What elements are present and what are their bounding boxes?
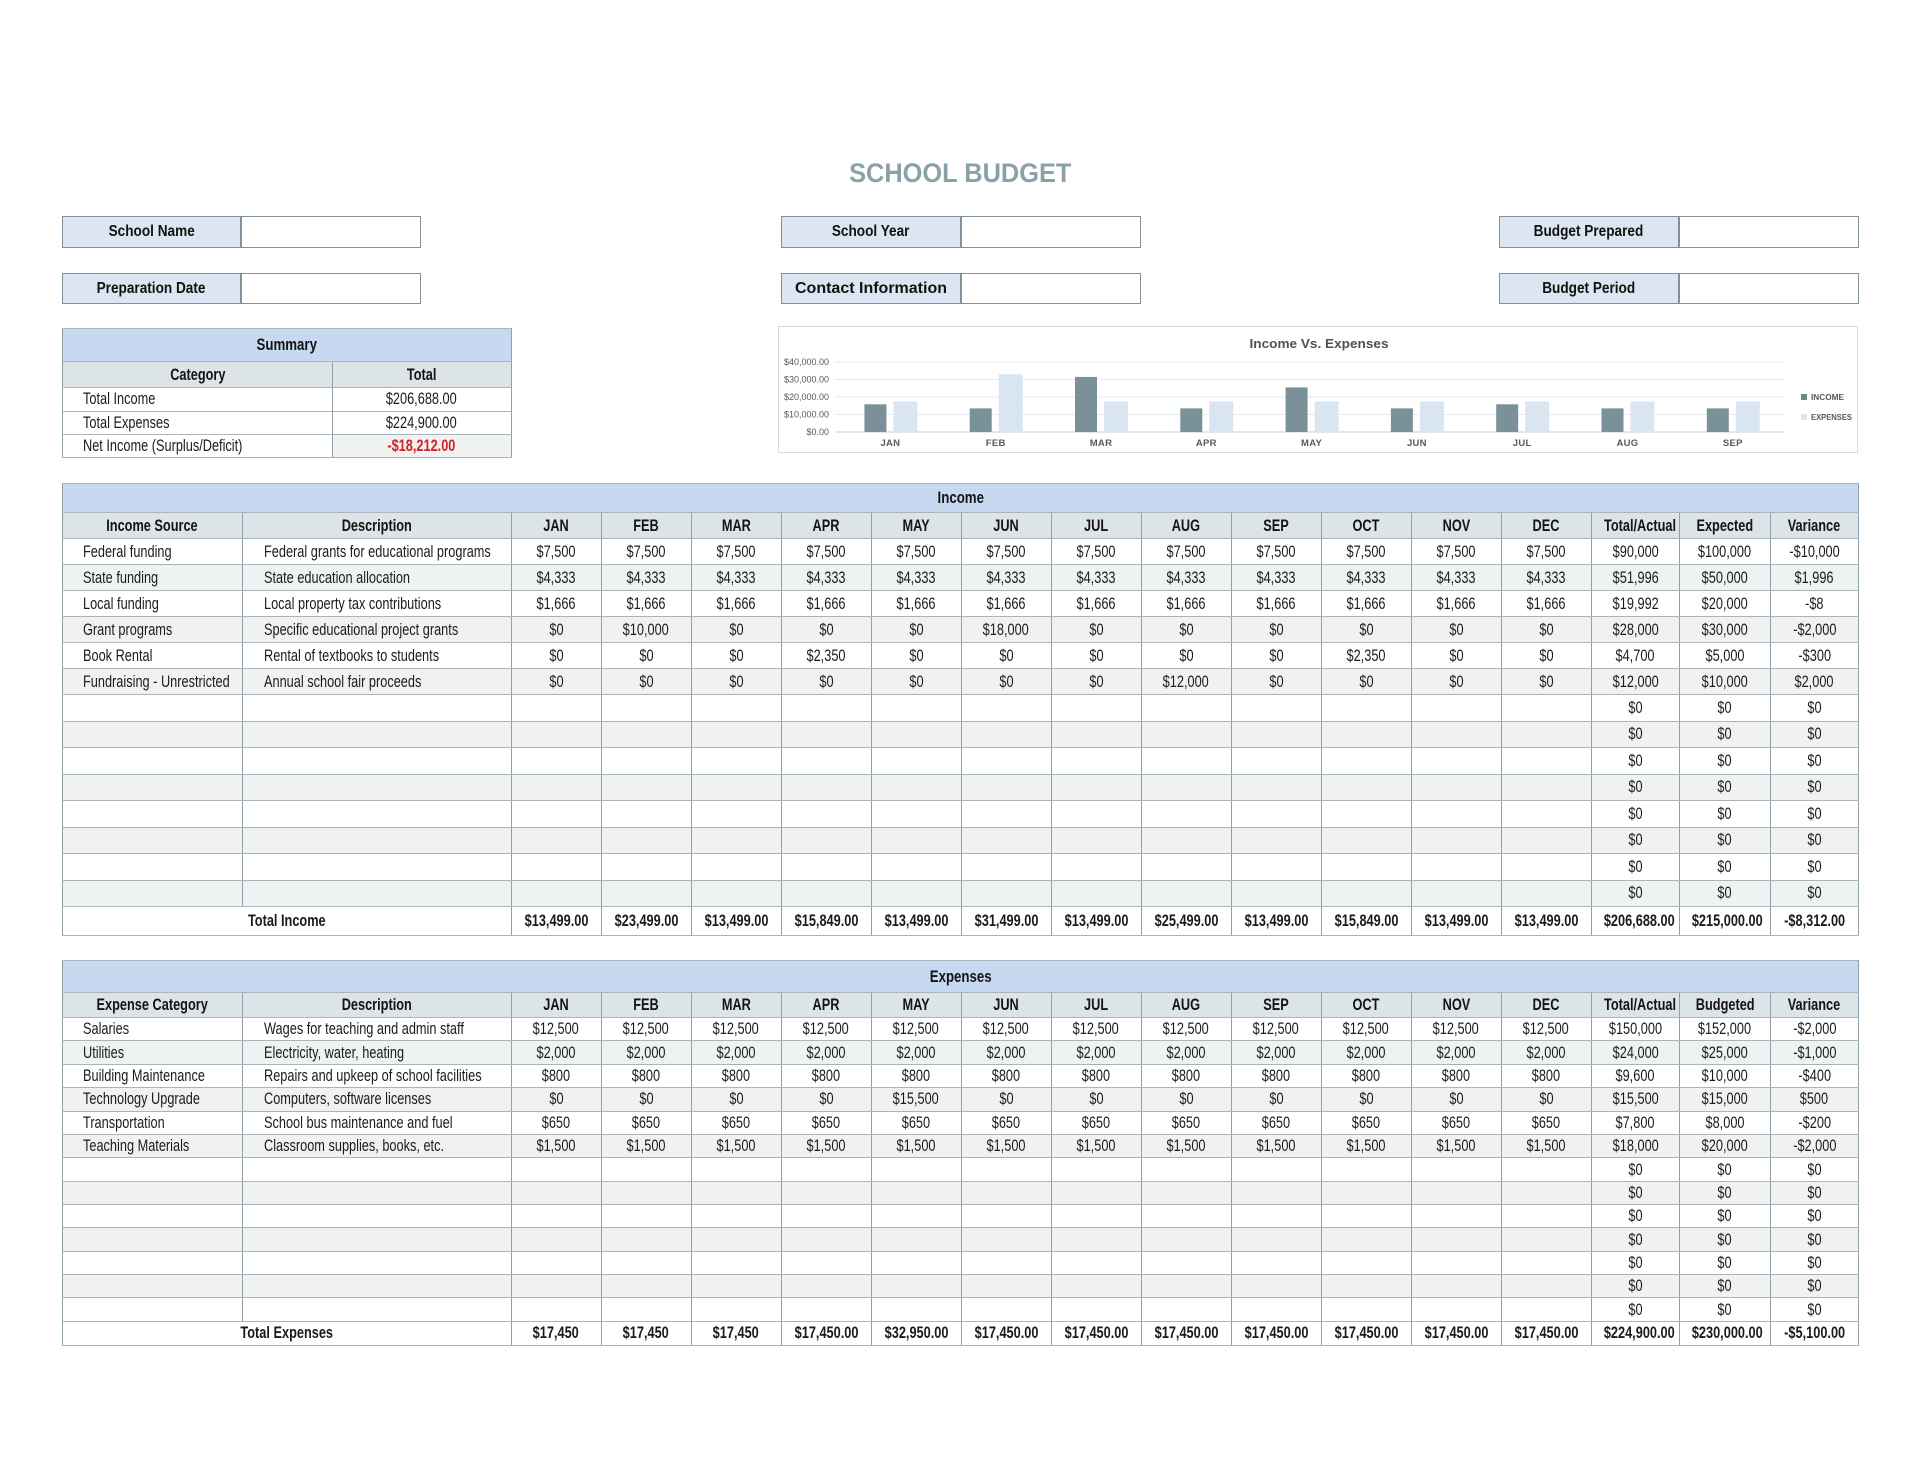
svg-text:AUG: AUG [1616,438,1638,449]
svg-text:$10,000.00: $10,000.00 [784,410,829,420]
svg-text:$30,000.00: $30,000.00 [784,375,829,385]
svg-text:JUN: JUN [1407,438,1427,449]
svg-text:JUL: JUL [1513,438,1532,449]
svg-text:FEB: FEB [986,438,1006,449]
svg-text:$40,000.00: $40,000.00 [784,357,829,367]
svg-text:MAR: MAR [1090,438,1113,449]
svg-text:SEP: SEP [1723,438,1743,449]
svg-text:EXPENSES: EXPENSES [1811,412,1852,422]
svg-text:Income Vs. Expenses: Income Vs. Expenses [1250,336,1389,351]
svg-text:MAY: MAY [1301,438,1323,449]
svg-text:JAN: JAN [880,438,900,449]
svg-text:APR: APR [1196,438,1217,449]
svg-text:$20,000.00: $20,000.00 [784,392,829,402]
svg-text:$0.00: $0.00 [806,427,829,437]
svg-text:INCOME: INCOME [1811,392,1844,402]
